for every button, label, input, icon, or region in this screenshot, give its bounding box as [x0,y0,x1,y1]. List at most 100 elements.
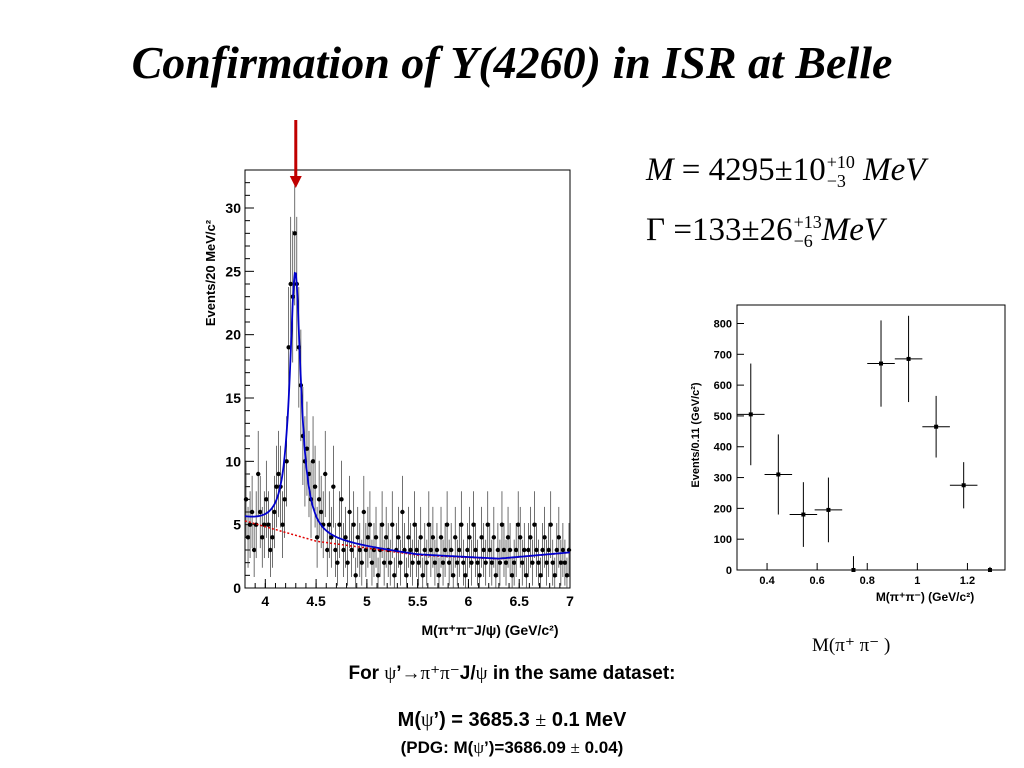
x-tick-label: 7 [566,593,574,609]
data-point [491,535,497,540]
side-caption: M(π⁺ π⁻ ) [812,635,891,656]
mass-syst-error: +10 −3 [827,153,855,191]
data-point [503,560,509,565]
data-point [392,573,397,578]
side-y-tick-label: 0 [726,565,732,577]
data-point [333,547,338,553]
data-point [424,560,429,565]
data-point [286,345,291,350]
data-point [418,535,423,540]
data-point [505,535,511,540]
data-point [467,535,472,540]
data-point [388,560,393,565]
data-point [323,471,328,477]
caption-text: J/ [459,663,476,684]
caption-text: ’)=3686.09 [484,738,571,757]
data-point [485,522,490,527]
data-point [325,547,330,553]
data-point [276,471,281,477]
data-point [426,522,432,527]
data-point [475,560,480,565]
data-point [776,472,781,477]
caption-line-3: (PDG: M(ψ’)=3686.09 ± 0.04) [0,738,1024,758]
arrow-icon: → [401,663,421,684]
data-point [550,560,555,565]
data-point [262,522,267,527]
width-stat-error: 26 [759,212,793,248]
gamma-symbol: Γ [646,212,666,248]
data-point [243,497,249,502]
data-point [448,547,454,553]
data-point [381,560,387,565]
chart-pipi-mass: 0 100 200 300 400 500 600 700 800 0.4 0.6 0.8 1 1.2 E… [690,304,1006,604]
data-point [329,535,334,540]
data-point [483,560,488,565]
data-point [292,231,297,236]
data-point [481,547,486,553]
data-point [422,547,427,553]
x-tick-label: 4 [261,593,269,609]
data-point [402,547,407,553]
data-point [272,509,277,515]
data-point [316,497,322,502]
data-point [459,522,464,527]
data-point [438,535,444,540]
data-point [390,522,395,527]
width-unit: MeV [821,212,885,248]
data-point [479,535,484,540]
data-point [522,547,527,553]
mass-symbol: M [646,152,674,188]
mass-stat-error: 10 [792,152,826,188]
data-point [961,483,966,488]
data-point [345,560,350,565]
caption-text: (PDG: M( [400,738,474,757]
data-point [446,560,452,565]
width-formula: Γ =133±26 +13 −6 MeV [646,212,884,251]
data-point [260,535,265,540]
side-x-tick-label: 0.4 [759,575,775,587]
data-point [461,560,466,565]
mass-unit: MeV [863,152,926,188]
data-point [406,535,411,540]
peak-arrow-head [289,176,302,188]
data-point [310,459,316,464]
data-point [748,412,753,417]
slide-title: Confirmation of Y(4260) in ISR at Belle [131,37,893,88]
x-tick-label: 6 [465,593,473,609]
side-y-tick-label: 800 [714,318,732,330]
data-point [245,535,251,540]
data-point [339,497,344,502]
data-point [560,547,566,553]
data-point [314,535,320,540]
data-point [477,573,482,578]
data-point [471,522,476,527]
data-point [511,560,517,565]
data-point [552,573,557,578]
mass-value: 4295 [708,152,775,188]
data-point [383,535,389,540]
data-point [546,547,551,553]
data-point [554,547,559,553]
data-point [318,509,324,515]
data-point [528,535,533,540]
data-point [264,497,269,502]
equals-sign: = [673,212,692,248]
data-point [369,560,375,565]
side-y-tick-label: 500 [714,411,732,423]
data-point [367,522,373,527]
data-point [564,573,570,578]
data-point [495,547,501,553]
data-point [331,484,336,489]
mass-syst-up: +10 [826,152,855,173]
data-point [532,522,537,527]
data-point [463,573,468,578]
data-point [412,522,417,527]
data-point [410,560,415,565]
data-point [518,535,523,540]
caption-text: M( [397,709,421,731]
side-x-axis-label: M(π⁺π⁻) (GeV/c²) [876,590,974,604]
x-tick-label: 4.5 [306,593,326,609]
caption-line-1: For ψ’→π⁺π⁻J/ψ in the same dataset: [0,662,1024,685]
y-tick-label: 5 [233,517,241,533]
data-point [566,547,572,553]
